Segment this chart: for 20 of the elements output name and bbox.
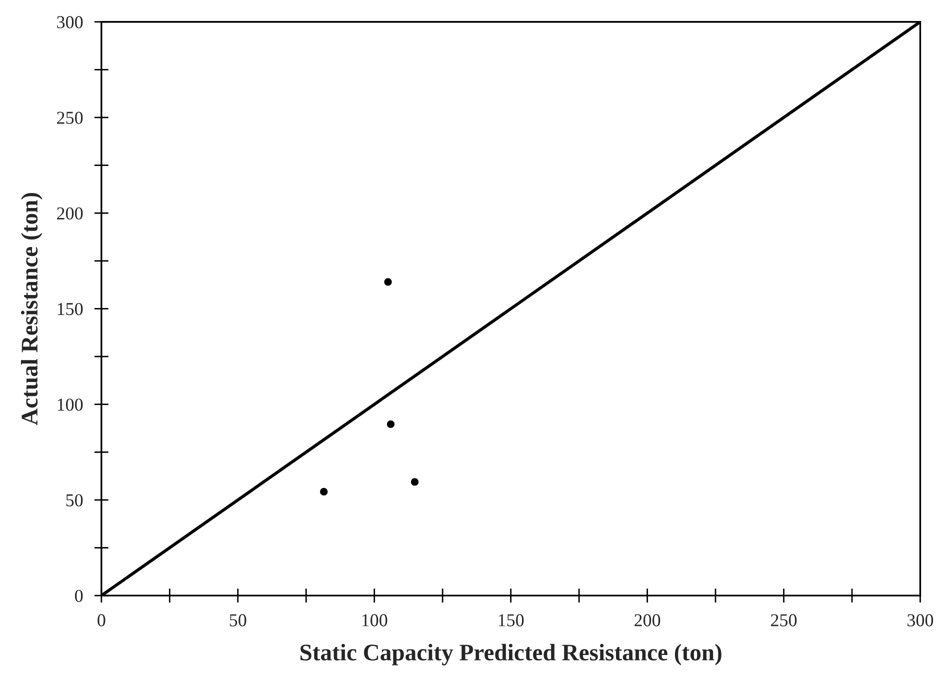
x-tick-label: 0	[98, 614, 106, 626]
x-tick-label: 100	[362, 614, 388, 626]
point	[386, 420, 395, 428]
y-tick-label: 50	[66, 494, 83, 506]
y-tick-label: 150	[58, 302, 83, 316]
x-tick-label: 200	[634, 614, 660, 626]
y-tick-label: 100	[58, 398, 83, 411]
y-tick-label: 0	[75, 590, 83, 602]
y-tick-label: 250	[57, 112, 83, 124]
y-tick-label: 300	[57, 16, 83, 28]
x-axis-title: Static Capacity Predicted Resistance (ton)	[300, 644, 722, 666]
point	[410, 478, 419, 486]
x-tick-label: 50	[230, 614, 246, 626]
x-tick-label: 250	[771, 614, 797, 626]
x-tick-label: 300	[908, 614, 934, 626]
y-axis-title: Actual Resistance (ton)	[20, 193, 42, 426]
point	[320, 488, 328, 496]
point	[384, 278, 392, 286]
y-tick-label: 200	[57, 207, 83, 220]
x-tick-label: 150	[498, 614, 524, 626]
